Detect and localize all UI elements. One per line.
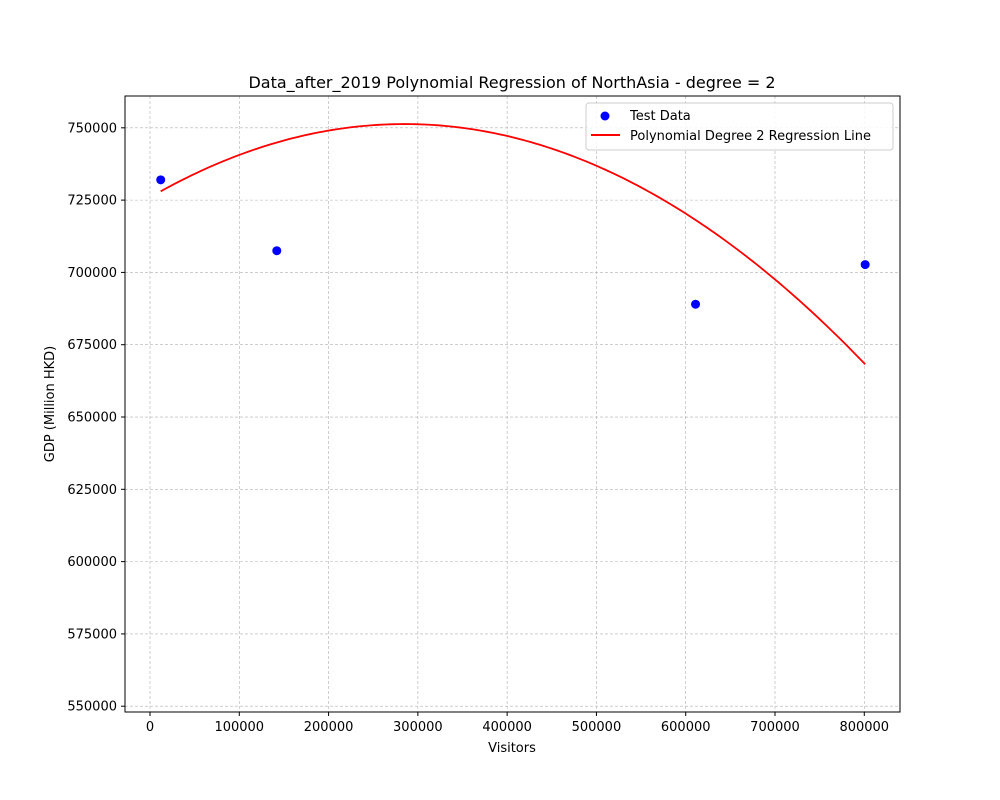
y-tick-label: 725000 — [67, 194, 117, 209]
data-point — [272, 246, 282, 256]
legend-box — [585, 102, 894, 151]
y-axis-label: GDP (Million HKD) — [43, 346, 58, 463]
x-axis-ticks: 0 100000 200000 300000 400000 500000 600000 700… — [146, 712, 889, 735]
x-axis-label: Visitors — [488, 741, 536, 756]
data-point — [691, 299, 701, 309]
data-point — [860, 260, 870, 270]
y-tick-label: 575000 — [67, 627, 117, 642]
grid-layer — [125, 96, 900, 712]
regression-line — [160, 123, 866, 365]
y-tick-label: 675000 — [67, 338, 117, 353]
x-tick-label: 700000 — [750, 720, 800, 735]
x-tick-label: 200000 — [304, 720, 354, 735]
plot-layer — [156, 123, 870, 365]
x-tick-label: 800000 — [839, 720, 889, 735]
y-tick-label: 750000 — [67, 121, 117, 136]
legend: Test Data Polynomial Degree 2 Regression… — [585, 102, 894, 151]
y-tick-label: 625000 — [67, 483, 117, 498]
chart-title: Data_after_2019 Polynomial Regression of… — [248, 73, 775, 93]
y-tick-label: 600000 — [67, 555, 117, 570]
legend-label-regression-line: Polynomial Degree 2 Regression Line — [630, 129, 871, 144]
plot-frame — [124, 95, 901, 713]
y-axis-ticks: 550000 575000 600000 625000 650000 675000 7000… — [67, 121, 125, 715]
data-point — [156, 175, 166, 185]
x-tick-label: 0 — [146, 720, 154, 735]
y-tick-label: 700000 — [67, 266, 117, 281]
legend-label-test-data: Test Data — [629, 109, 691, 124]
x-tick-label: 600000 — [661, 720, 711, 735]
y-tick-label: 650000 — [67, 411, 117, 426]
y-tick-label: 550000 — [67, 700, 117, 715]
x-tick-label: 400000 — [482, 720, 532, 735]
x-tick-label: 300000 — [393, 720, 443, 735]
legend-marker-test-data — [600, 111, 610, 121]
x-tick-label: 500000 — [572, 720, 622, 735]
x-tick-label: 100000 — [214, 720, 264, 735]
